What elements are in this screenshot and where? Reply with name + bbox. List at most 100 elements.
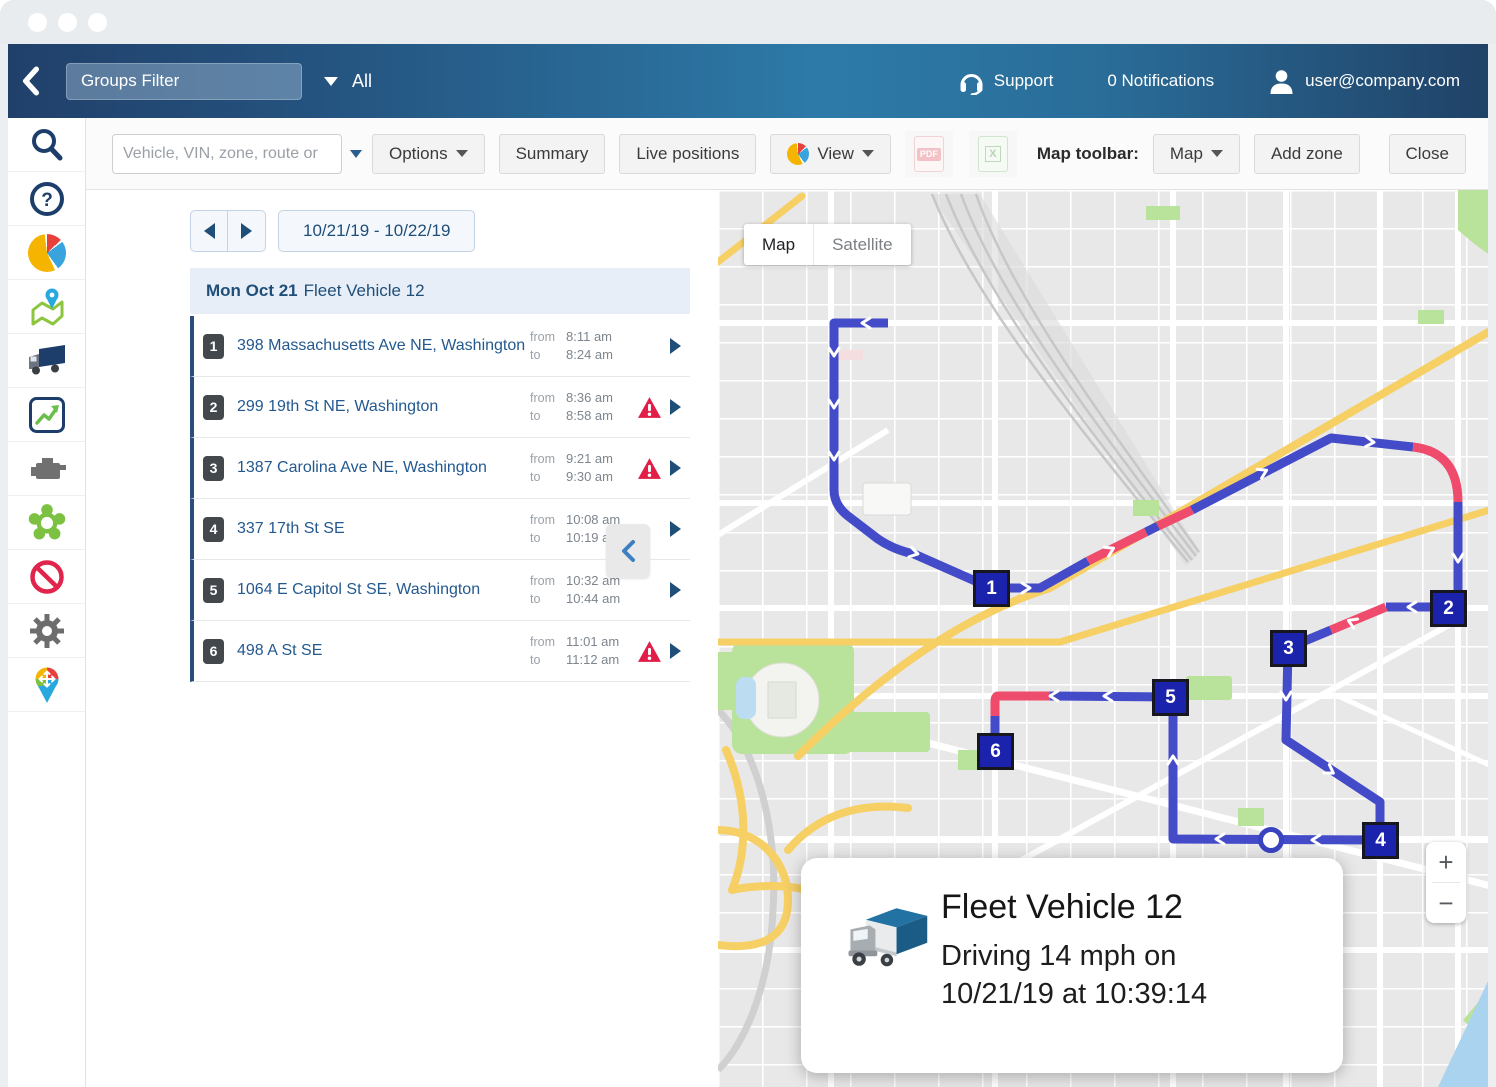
play-trip-button[interactable] [670, 399, 681, 415]
excel-export-icon: X [977, 135, 1008, 172]
panel-collapse-button[interactable] [606, 524, 650, 578]
to-label: to [530, 592, 541, 606]
engine-icon [30, 457, 66, 479]
stop-row[interactable]: 3 1387 Carolina Ave NE, Washington from … [190, 438, 690, 499]
stop-address[interactable]: 299 19th St NE, Washington [237, 398, 439, 415]
window-dot [88, 13, 107, 32]
stop-row[interactable]: 1 398 Massachusetts Ave NE, Washington f… [190, 316, 690, 377]
stop-from-time: 11:01 am [566, 633, 620, 649]
stop-to-time: 8:58 am [566, 408, 613, 423]
sidebar-item-maintenance[interactable] [8, 496, 85, 550]
map-type-satellite-button[interactable]: Satellite [814, 224, 911, 265]
window-chrome [0, 0, 1496, 44]
back-button[interactable] [8, 66, 54, 96]
stop-address[interactable]: 1387 Carolina Ave NE, Washington [237, 459, 487, 476]
map-stop-marker[interactable]: 3 [1270, 630, 1307, 667]
options-label: Options [389, 143, 448, 163]
zoom-out-button[interactable]: − [1438, 887, 1454, 918]
play-trip-button[interactable] [670, 521, 681, 537]
groups-scope-label[interactable]: All [352, 70, 373, 91]
stop-row[interactable]: 2 299 19th St NE, Washington from to 8:3… [190, 377, 690, 438]
play-trip-button[interactable] [670, 460, 681, 476]
sidebar-item-reports[interactable] [8, 226, 85, 280]
user-avatar-icon [1270, 69, 1293, 94]
stop-from-time: 8:11 am [566, 328, 613, 344]
warning-icon[interactable] [637, 457, 662, 480]
from-label: from [530, 512, 555, 527]
play-trip-button[interactable] [670, 338, 681, 354]
map-dropdown-button[interactable]: Map [1152, 133, 1240, 174]
sidebar-item-addins[interactable] [8, 658, 85, 712]
sidebar-item-help[interactable]: ? [8, 172, 85, 226]
map-type-map-button[interactable]: Map [744, 224, 814, 265]
search-dropdown-caret-icon[interactable] [350, 149, 362, 158]
search-input[interactable] [112, 133, 342, 174]
exceptions-block-icon [29, 559, 64, 594]
date-range-button[interactable]: 10/21/19 - 10/22/19 [278, 210, 476, 252]
map-stop-marker[interactable]: 6 [977, 733, 1014, 770]
truck-icon [28, 344, 65, 374]
stop-address[interactable]: 1064 E Capitol St SE, Washington [237, 581, 481, 598]
arrow-left-icon [203, 223, 215, 239]
notifications-button[interactable]: 0 Notifications [1107, 71, 1215, 90]
to-label: to [530, 409, 541, 423]
settings-gear-icon [29, 613, 64, 648]
stop-address[interactable]: 498 A St SE [237, 642, 323, 659]
previous-date-button[interactable] [190, 210, 228, 252]
play-trip-button[interactable] [670, 643, 681, 659]
map-area[interactable]: 1 2 3 4 5 6 Map Satellite + [718, 190, 1488, 1087]
excel-export-button[interactable]: X [968, 130, 1017, 177]
map-stop-marker[interactable]: 4 [1362, 822, 1399, 859]
app: Groups Filter All Support 0 Notification… [8, 44, 1488, 1087]
groups-filter-label: Groups Filter [81, 71, 180, 90]
map-stop-marker[interactable]: 2 [1430, 590, 1467, 627]
summary-button[interactable]: Summary [498, 133, 606, 174]
trips-panel: 10/21/19 - 10/22/19 Mon Oct 21 Fleet Veh… [164, 190, 718, 1087]
sidebar-item-settings[interactable] [8, 604, 85, 658]
vehicle-label: Fleet Vehicle 12 [303, 281, 425, 300]
map-stop-marker[interactable]: 5 [1152, 679, 1189, 716]
top-nav: Groups Filter All Support 0 Notification… [8, 44, 1488, 118]
stop-number-badge: 2 [203, 394, 224, 420]
sidebar-item-activity-active[interactable] [8, 388, 85, 442]
warning-icon[interactable] [637, 640, 662, 663]
day-label: Mon Oct 21 [206, 281, 298, 300]
map-pin-icon [31, 288, 63, 325]
live-positions-button[interactable]: Live positions [619, 133, 757, 174]
warning-icon[interactable] [637, 396, 662, 419]
to-label: to [530, 653, 541, 667]
stop-address[interactable]: 398 Massachusetts Ave NE, Washington [237, 337, 526, 354]
user-email: user@company.com [1305, 71, 1460, 90]
add-zone-button[interactable]: Add zone [1253, 133, 1360, 174]
sidebar-item-vehicles[interactable] [8, 334, 85, 388]
support-button[interactable]: Support [958, 68, 1053, 95]
groups-filter-button[interactable]: Groups Filter [66, 62, 302, 100]
zoom-in-button[interactable]: + [1438, 846, 1454, 877]
sidebar-item-map[interactable] [8, 280, 85, 334]
back-chevron-icon [22, 66, 40, 96]
close-button[interactable]: Close [1388, 133, 1466, 174]
map-zoom-control: + − [1426, 842, 1466, 923]
view-button[interactable]: View [770, 133, 891, 174]
addins-pin-icon [35, 667, 58, 703]
next-date-button[interactable] [228, 210, 266, 252]
to-label: to [530, 531, 541, 545]
play-trip-button[interactable] [670, 582, 681, 598]
user-menu[interactable]: user@company.com [1268, 68, 1460, 95]
pdf-export-button[interactable]: PDF [904, 130, 953, 177]
sidebar-item-engine[interactable] [8, 442, 85, 496]
from-label: from [530, 573, 555, 588]
stop-to-time: 9:30 am [566, 469, 613, 484]
options-button[interactable]: Options [372, 133, 485, 174]
map-stop-marker[interactable]: 1 [973, 570, 1010, 607]
stop-from-time: 9:21 am [566, 450, 613, 466]
stop-address[interactable]: 337 17th St SE [237, 520, 345, 537]
sidebar-item-exceptions[interactable] [8, 550, 85, 604]
stop-row[interactable]: 6 498 A St SE from to 11:01 am 11:12 am [190, 621, 690, 682]
sidebar-item-search[interactable] [8, 118, 85, 172]
groups-filter-caret-icon[interactable] [324, 76, 338, 86]
to-label: to [530, 348, 541, 362]
stop-number-badge: 1 [203, 333, 224, 359]
help-icon: ? [29, 181, 64, 216]
current-position-marker[interactable] [1258, 827, 1284, 853]
